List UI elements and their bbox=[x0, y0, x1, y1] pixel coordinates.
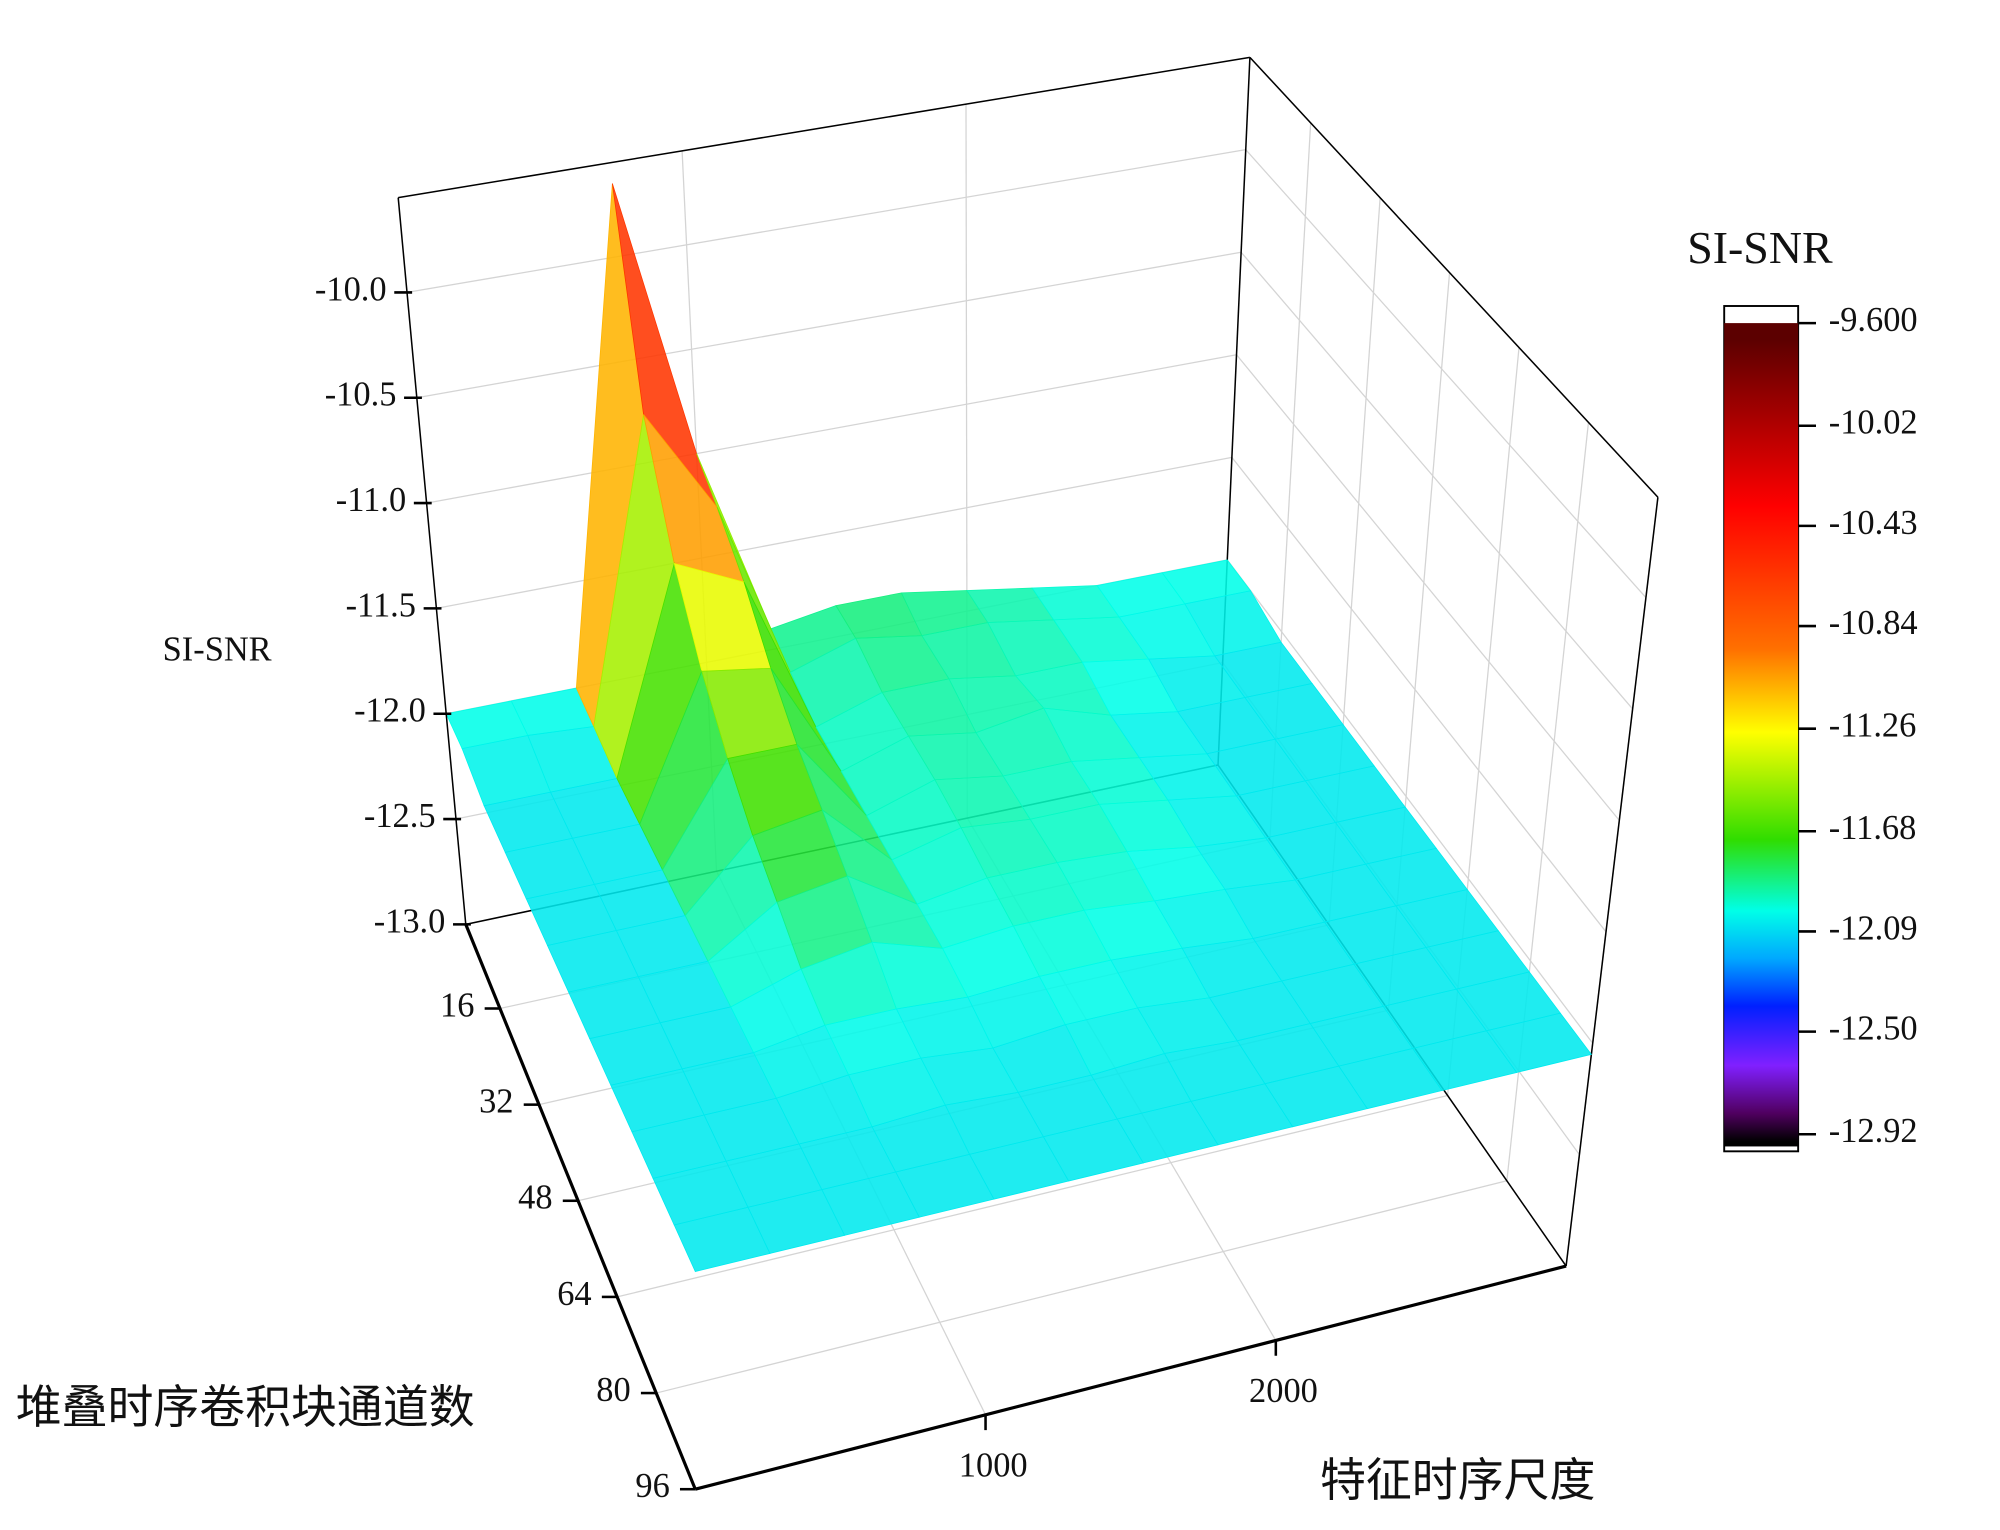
colorbar-tick-label: -12.92 bbox=[1829, 1112, 1918, 1150]
grid-line bbox=[1226, 559, 1594, 1044]
colorbar-tick-label: -11.26 bbox=[1829, 707, 1917, 745]
box-edge bbox=[1565, 497, 1659, 1267]
y-tick-label: 16 bbox=[440, 986, 474, 1024]
z-tick-label: -11.5 bbox=[346, 586, 416, 624]
grid-line bbox=[1236, 354, 1620, 821]
colorbar-tick-label: -10.84 bbox=[1829, 604, 1918, 642]
y-tick-label: 32 bbox=[479, 1083, 513, 1121]
x-axis-title: 特征时序尺度 bbox=[1320, 1455, 1595, 1506]
z-tick-label: -10.0 bbox=[315, 270, 387, 308]
z-tick-label: -12.5 bbox=[364, 797, 436, 835]
y-tick-label: 80 bbox=[596, 1371, 630, 1409]
y-tick-label: 64 bbox=[557, 1275, 591, 1313]
axes: -13.0 -12.5 -12.0 -11.5 -11.0 -10.5 -10.0 16 32 4… bbox=[315, 197, 1567, 1505]
z-axis-title: SI-SNR bbox=[163, 631, 272, 669]
grid-line bbox=[1231, 456, 1607, 933]
colorbar-tick-label: -10.02 bbox=[1829, 404, 1918, 442]
grid-line bbox=[1245, 149, 1647, 598]
grid-line bbox=[656, 1180, 1508, 1394]
grid-line bbox=[406, 149, 1246, 294]
colorbar-tick-label: -12.50 bbox=[1829, 1010, 1918, 1048]
x-tick-label: 1000 bbox=[959, 1446, 1028, 1484]
y-tick-label: 96 bbox=[635, 1467, 669, 1505]
colorbar-title: SI-SNR bbox=[1687, 222, 1833, 273]
grid-line bbox=[436, 456, 1233, 610]
box-edge bbox=[398, 56, 1251, 199]
z-tick-label: -12.0 bbox=[354, 692, 426, 730]
colorbar-tick-label: -9.600 bbox=[1829, 301, 1918, 339]
y-axis bbox=[464, 923, 697, 1490]
colorbar bbox=[1724, 323, 1799, 1147]
box-edge bbox=[1249, 56, 1659, 498]
colorbar-tick-label: -12.09 bbox=[1829, 909, 1918, 947]
surface bbox=[445, 183, 1593, 1272]
z-tick-label: -10.5 bbox=[325, 376, 397, 414]
z-axis bbox=[397, 197, 467, 925]
z-tick-label: -13.0 bbox=[374, 902, 446, 940]
x-tick-label: 2000 bbox=[1249, 1372, 1318, 1410]
y-axis-title: 堆叠时序卷积块通道数 bbox=[16, 1382, 475, 1433]
surface-cell bbox=[1485, 1012, 1593, 1073]
y-tick-label: 48 bbox=[518, 1179, 552, 1217]
colorbar-tick-label: -10.43 bbox=[1829, 504, 1918, 542]
grid-line bbox=[1240, 251, 1634, 710]
grid-line bbox=[426, 354, 1237, 504]
x-axis bbox=[694, 1264, 1567, 1491]
grid-line bbox=[416, 251, 1242, 399]
colorbar-tick-label: -11.68 bbox=[1829, 809, 1917, 847]
z-tick-label: -11.0 bbox=[336, 481, 406, 519]
grid-line bbox=[616, 1094, 1448, 1298]
